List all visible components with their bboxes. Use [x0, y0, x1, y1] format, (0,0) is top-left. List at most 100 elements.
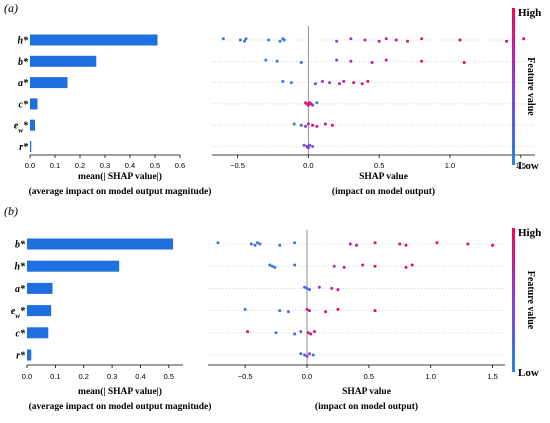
x-axis-sublabel: (average impact on model output magnitud… [29, 401, 212, 412]
shap-point [282, 38, 286, 42]
shap-point [315, 101, 319, 105]
shap-point [491, 243, 495, 247]
feature-label: a* [18, 78, 29, 89]
bar [30, 119, 35, 131]
x-tick-label: −0.5 [238, 372, 253, 381]
shap-point [286, 310, 290, 314]
x-tick-label: 1.5 [487, 372, 497, 381]
shap-point [458, 38, 462, 42]
shap-point [306, 146, 310, 150]
shap-point [420, 37, 424, 41]
colorbar-gradient [512, 8, 515, 165]
shap-point [281, 79, 285, 83]
shap-point [264, 58, 268, 62]
shap-point [370, 61, 374, 64]
shap-point [349, 37, 353, 41]
bar [30, 55, 97, 67]
shap-point [355, 243, 358, 247]
x-tick-label: 1.0 [445, 161, 455, 170]
shap-point [299, 123, 303, 127]
shap-point [304, 124, 307, 128]
shap-point [307, 352, 311, 356]
x-tick-label: 0.0 [303, 161, 313, 170]
x-tick-label: 0.5 [364, 372, 374, 381]
shap-point [352, 81, 356, 85]
shap-point [267, 38, 271, 42]
x-tick-label: 0.2 [79, 372, 89, 381]
feature-label: c* [16, 328, 26, 339]
feature-label: ew* [11, 306, 26, 320]
shap-point [293, 332, 297, 336]
x-tick-label: 0.4 [125, 161, 135, 170]
shap-point [332, 264, 336, 268]
shap-point [404, 243, 408, 247]
x-tick-label: 0.3 [107, 372, 117, 381]
shap-point [303, 285, 307, 289]
panel-b: (b)b*h*a*ew*c*r*0.0 0.1 0.2 0.3 0.4 0.5mean(|… [4, 204, 541, 412]
colorbar-title: Feature value [525, 271, 536, 330]
shap-point [342, 79, 346, 83]
shap-point [377, 39, 381, 43]
x-tick-label: −0.5 [230, 161, 245, 170]
shap-point [216, 241, 220, 245]
bar [27, 260, 120, 272]
shap-point [312, 330, 316, 334]
shap-point [398, 242, 402, 246]
colorbar-high-label: High [518, 227, 541, 239]
shap-point [243, 39, 247, 43]
x-tick-label: 0.1 [50, 161, 60, 170]
shap-point [360, 82, 364, 86]
shap-point [466, 242, 470, 246]
shap-point [302, 143, 306, 147]
x-tick-label: 0.4 [135, 372, 145, 381]
shap-point [323, 122, 327, 126]
colorbar: High Low Feature value [512, 227, 541, 379]
shap-point [299, 61, 303, 64]
x-tick-label: 0.2 [75, 161, 85, 170]
bar [27, 327, 49, 339]
shap-point [307, 309, 311, 313]
x-axis-label: SHAP value [342, 387, 391, 397]
shap-point [330, 286, 334, 290]
shap-point [363, 38, 367, 42]
x-tick-label: 1.0 [426, 372, 436, 381]
shap-point [435, 241, 439, 245]
bar [30, 98, 38, 110]
shap-point [249, 242, 253, 246]
shap-point [335, 39, 339, 43]
bar-chart: h* b* a* c* ew* r* 0.0 0.1 0.2 0.3 0.4 0.5 0.6 mean(|… [14, 34, 211, 197]
shap-point [270, 264, 274, 268]
shap-point [373, 241, 377, 245]
shap-point [305, 307, 309, 311]
shap-point [246, 330, 250, 334]
shap-point [406, 39, 409, 43]
x-axis-sublabel: (impact on model output) [315, 401, 418, 412]
shap-point [275, 59, 279, 63]
shap-point [373, 309, 377, 313]
shap-point [268, 263, 272, 267]
shap-point [373, 264, 377, 268]
beeswarm-chart: −0.5 0.0 0.5 1.0 1.5 SHAP value (impact on mod… [208, 230, 505, 412]
shap-point [330, 123, 334, 127]
shap-point [315, 124, 319, 128]
shap-point [278, 39, 282, 43]
bar [27, 282, 53, 294]
shap-point [306, 331, 310, 335]
shap-point [309, 332, 313, 336]
colorbar-title: Feature value [525, 57, 536, 116]
shap-point [258, 242, 262, 246]
x-tick-label: 0.3 [100, 161, 110, 170]
shap-point [404, 265, 408, 269]
shap-point [243, 307, 247, 311]
shap-point [311, 145, 315, 148]
bar [27, 305, 52, 317]
x-tick-label: 0.5 [164, 372, 174, 381]
shap-point [307, 288, 311, 292]
shap-point [348, 242, 352, 246]
colorbar-low-label: Low [518, 367, 539, 379]
bar [30, 141, 32, 152]
shap-point [342, 265, 346, 269]
shap-point [317, 285, 321, 289]
